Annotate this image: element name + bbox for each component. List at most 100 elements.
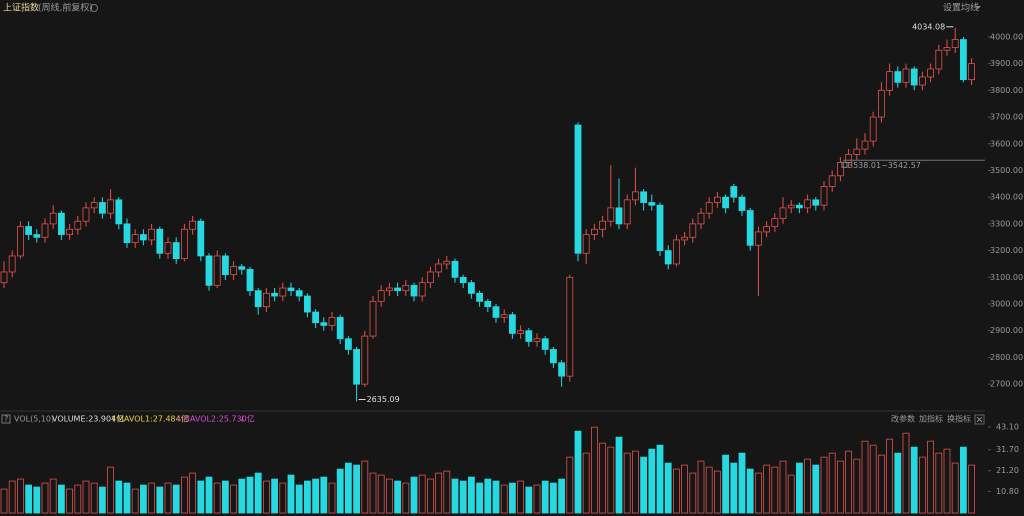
volume-bar xyxy=(533,484,541,514)
candle-body xyxy=(74,220,82,230)
volume-bar xyxy=(115,480,123,514)
volume-bar xyxy=(648,448,656,514)
candle-body xyxy=(664,250,672,265)
candle-body xyxy=(648,202,656,206)
panel-button[interactable]: 改参数 xyxy=(891,414,915,424)
candle-body xyxy=(738,196,746,211)
volume-bar xyxy=(894,452,902,514)
candle-body xyxy=(722,196,729,209)
candle-body xyxy=(558,362,565,377)
candle-body xyxy=(763,226,770,233)
close-button[interactable] xyxy=(974,414,985,425)
candle-body xyxy=(287,287,295,292)
volume-bar xyxy=(0,488,8,514)
candle-body xyxy=(99,202,106,214)
marker-label: 3538.01~3542.57 xyxy=(848,161,921,170)
candle-body xyxy=(771,218,779,227)
help-icon[interactable] xyxy=(1,414,11,424)
candle-body xyxy=(418,282,426,297)
candle-body xyxy=(58,212,65,235)
candle-body xyxy=(574,124,582,254)
y-tick-label: 3400.00 xyxy=(990,193,1023,202)
mavol1-label: MAVOL1:27.484亿 xyxy=(117,414,189,424)
candle-body xyxy=(599,220,606,230)
y-tick-label: 3900.00 xyxy=(990,59,1023,68)
panel-button[interactable]: 换指标 xyxy=(947,414,971,424)
candle-body xyxy=(353,349,361,385)
volume-bar xyxy=(90,482,98,514)
volume-bar xyxy=(796,462,803,514)
volume-bar xyxy=(787,474,795,514)
volume-bar xyxy=(197,480,205,514)
candle-body xyxy=(746,210,754,246)
ma-button[interactable]: 设置均线 xyxy=(943,2,979,14)
candle-body xyxy=(550,349,557,364)
volume-bar xyxy=(508,482,516,514)
low-label: 2635.09 xyxy=(367,395,400,404)
candle-body xyxy=(459,276,467,284)
candle-body xyxy=(525,330,533,342)
candle-body xyxy=(262,292,270,308)
arrow: ↑ xyxy=(110,415,117,424)
volume-bar xyxy=(451,478,459,514)
candle-body xyxy=(640,191,647,203)
candle-body xyxy=(8,255,16,273)
candle-body xyxy=(779,207,787,219)
volume-bar xyxy=(550,482,557,514)
volume-bar xyxy=(615,436,623,514)
volume-bar xyxy=(213,482,221,514)
volume-bar xyxy=(361,460,369,514)
volume-bar xyxy=(467,476,475,514)
volume-bar xyxy=(426,478,434,514)
volume-bar xyxy=(828,452,836,514)
settings-icon[interactable] xyxy=(90,4,98,12)
volume-bar xyxy=(41,482,49,514)
volume-bar xyxy=(476,482,484,514)
candle-body xyxy=(385,287,393,292)
volume-bar xyxy=(394,480,402,514)
volume-bar xyxy=(804,458,811,514)
volume-bar xyxy=(755,472,762,514)
candle-body xyxy=(755,231,762,246)
candle-body xyxy=(271,292,279,297)
volume-bar xyxy=(492,480,500,514)
volume-bar xyxy=(8,480,16,514)
marker-box xyxy=(841,161,848,168)
candle-body xyxy=(82,207,90,222)
volume-bar xyxy=(927,440,934,514)
candle-body xyxy=(189,220,197,230)
candle-body xyxy=(804,199,811,209)
candle-body xyxy=(254,290,262,308)
candle-body xyxy=(303,295,311,313)
y-tick-label: 3800.00 xyxy=(990,86,1023,95)
candle-body xyxy=(369,300,377,337)
candle-body xyxy=(623,199,631,225)
y-tick-label: 3200.00 xyxy=(990,246,1023,255)
volume-bar xyxy=(919,456,926,514)
help-mark: ? xyxy=(4,415,8,424)
volume-bar xyxy=(328,482,336,514)
volume-bar xyxy=(377,474,385,514)
candle-body xyxy=(484,300,492,308)
candle-body xyxy=(426,271,434,284)
y-tick-label: 2700.00 xyxy=(990,380,1023,389)
dropdown-icon xyxy=(975,6,981,9)
candle-body xyxy=(156,228,164,254)
volume-label: VOLUME:23.904亿 xyxy=(52,414,124,424)
mavol2-label: MAVOL2:25.730亿 xyxy=(183,414,255,424)
volume-bar xyxy=(246,476,254,514)
y-tick-label: 3600.00 xyxy=(990,139,1023,148)
volume-bar xyxy=(697,460,705,514)
candle-body xyxy=(33,234,41,238)
candle-body xyxy=(861,140,869,150)
panel-button[interactable]: 加指标 xyxy=(919,414,943,424)
volume-bar xyxy=(771,466,779,514)
candle-body xyxy=(673,239,680,265)
volume-bar xyxy=(443,470,451,514)
candle-body xyxy=(230,266,238,276)
volume-bar xyxy=(820,456,828,514)
candle-body xyxy=(312,311,320,324)
candle-body xyxy=(919,76,926,86)
